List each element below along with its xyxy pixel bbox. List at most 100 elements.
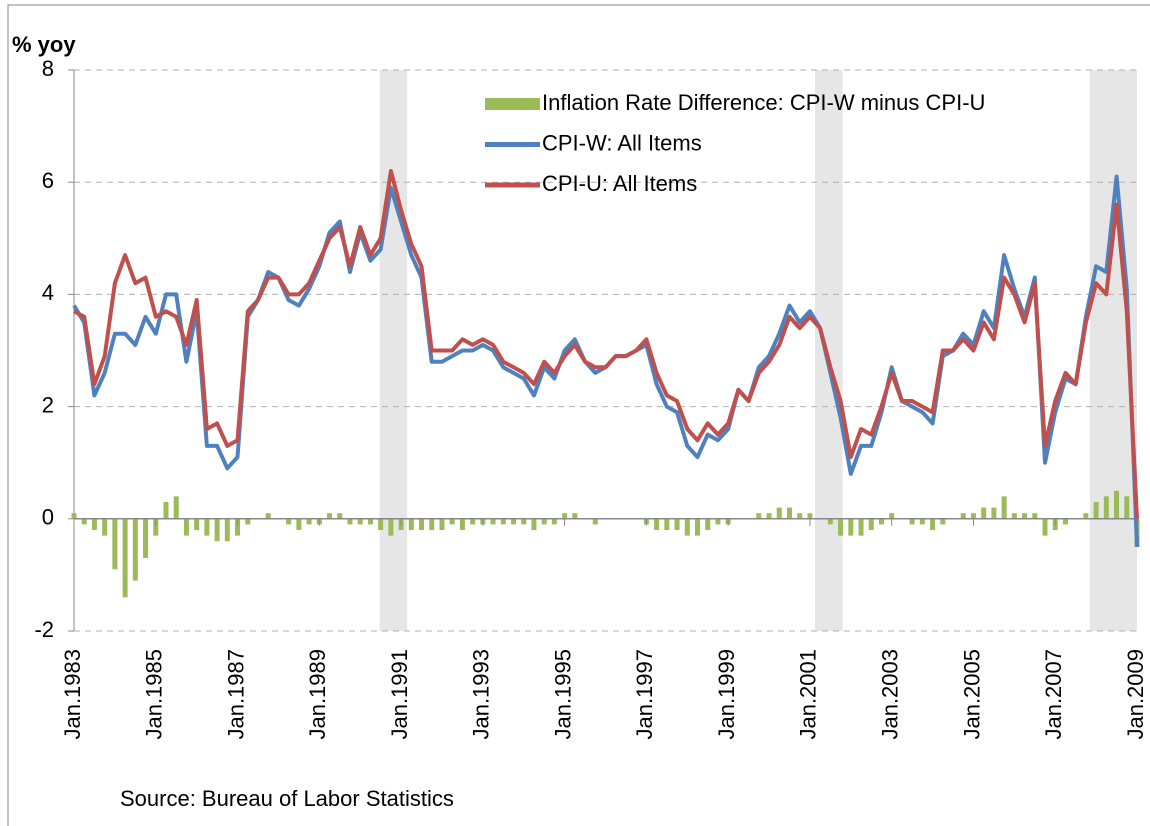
bar xyxy=(848,518,854,536)
bar xyxy=(572,513,578,519)
bar xyxy=(694,518,700,536)
bar xyxy=(153,518,159,536)
bar xyxy=(459,518,465,531)
bar xyxy=(1022,513,1028,519)
bar xyxy=(970,513,976,519)
bar xyxy=(439,518,445,531)
y-tick-label: 8 xyxy=(42,56,54,81)
bar xyxy=(889,513,895,519)
bar xyxy=(419,518,425,531)
bar xyxy=(654,518,660,531)
frame xyxy=(7,4,1150,826)
bar xyxy=(1124,496,1130,519)
bar xyxy=(112,518,118,570)
x-tick-label: Jan.1989 xyxy=(305,649,330,740)
bar xyxy=(930,518,936,531)
bar xyxy=(224,518,230,542)
x-tick-label: Jan.1993 xyxy=(469,649,494,740)
bar xyxy=(715,518,721,525)
bar xyxy=(981,507,987,519)
bar xyxy=(306,518,312,525)
bar xyxy=(286,518,292,525)
bar xyxy=(163,501,169,519)
bar xyxy=(1042,518,1048,536)
y-tick-label: -2 xyxy=(34,617,54,642)
bar xyxy=(296,518,302,531)
bar xyxy=(91,518,97,531)
bar xyxy=(592,518,598,525)
bar xyxy=(858,518,864,536)
bar xyxy=(173,496,179,519)
legend-label: CPI-W: All Items xyxy=(542,130,702,155)
x-tick-label: Jan.2007 xyxy=(1041,649,1066,740)
x-tick-label: Jan.1985 xyxy=(142,649,167,740)
x-tick-label: Jan.1983 xyxy=(60,649,85,740)
legend-label: CPI-U: All Items xyxy=(542,171,697,196)
bar xyxy=(327,513,333,519)
bar xyxy=(81,518,87,525)
bar xyxy=(245,518,251,525)
legend-label: Inflation Rate Difference: CPI-W minus C… xyxy=(542,90,985,115)
bar xyxy=(408,518,414,531)
bar xyxy=(531,518,537,531)
bar xyxy=(807,513,813,519)
bar xyxy=(1114,490,1120,519)
bar xyxy=(541,518,547,525)
bar xyxy=(511,518,517,525)
bar xyxy=(827,518,833,525)
bar xyxy=(132,518,138,581)
bar xyxy=(500,518,506,525)
bar xyxy=(1103,496,1109,519)
bar xyxy=(674,518,680,531)
bar xyxy=(102,518,108,536)
bar xyxy=(1093,501,1099,519)
bar xyxy=(388,518,394,536)
y-tick-label: 4 xyxy=(42,280,54,305)
y-tick-label: 2 xyxy=(42,392,54,417)
x-tick-label: Jan.1997 xyxy=(632,649,657,740)
bar xyxy=(1001,496,1007,519)
bar xyxy=(909,518,915,525)
shaded-period xyxy=(815,70,843,631)
bar xyxy=(664,518,670,531)
bar xyxy=(337,513,343,519)
bar xyxy=(490,518,496,525)
legend-swatch xyxy=(485,98,540,110)
bar xyxy=(919,518,925,525)
shaded-period xyxy=(379,70,408,631)
bar xyxy=(183,518,189,536)
source: Source: Bureau of Labor Statistics xyxy=(120,786,454,811)
bar xyxy=(766,513,772,519)
x-tick-label: Jan.2001 xyxy=(796,649,821,740)
bar xyxy=(705,518,711,531)
bar xyxy=(960,513,966,519)
bar xyxy=(265,513,271,519)
bar xyxy=(776,507,782,519)
bar xyxy=(797,513,803,519)
bar xyxy=(838,518,844,536)
bar xyxy=(868,518,874,531)
bar xyxy=(1011,513,1017,519)
bar xyxy=(470,518,476,525)
bar xyxy=(1083,513,1089,519)
bar xyxy=(1032,513,1038,519)
bar xyxy=(378,518,384,531)
bar xyxy=(756,513,762,519)
bar xyxy=(562,513,568,519)
line xyxy=(72,174,1139,547)
bar xyxy=(194,518,200,531)
y-tick-label: 6 xyxy=(42,168,54,193)
x-tick-label: Jan.2009 xyxy=(1123,649,1148,740)
bar xyxy=(214,518,220,542)
bar xyxy=(1062,518,1068,525)
y-tick-label: 0 xyxy=(42,505,54,530)
bar xyxy=(940,518,946,525)
bar xyxy=(367,518,373,525)
bar xyxy=(684,518,690,536)
bar xyxy=(551,518,557,525)
x-tick-label: Jan.1999 xyxy=(714,649,739,740)
x-tick-label: Jan.1991 xyxy=(387,649,412,740)
bar xyxy=(991,507,997,519)
bar xyxy=(449,518,455,525)
